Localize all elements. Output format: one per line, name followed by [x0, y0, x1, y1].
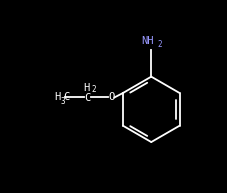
- Text: 3: 3: [60, 97, 65, 106]
- Text: C: C: [63, 92, 70, 102]
- Text: NH: NH: [141, 36, 154, 46]
- Text: 2: 2: [157, 40, 162, 49]
- Text: 2: 2: [91, 85, 96, 94]
- Text: H: H: [54, 92, 60, 102]
- Text: H: H: [83, 83, 89, 93]
- Text: C: C: [84, 93, 91, 103]
- Text: O: O: [108, 92, 114, 102]
